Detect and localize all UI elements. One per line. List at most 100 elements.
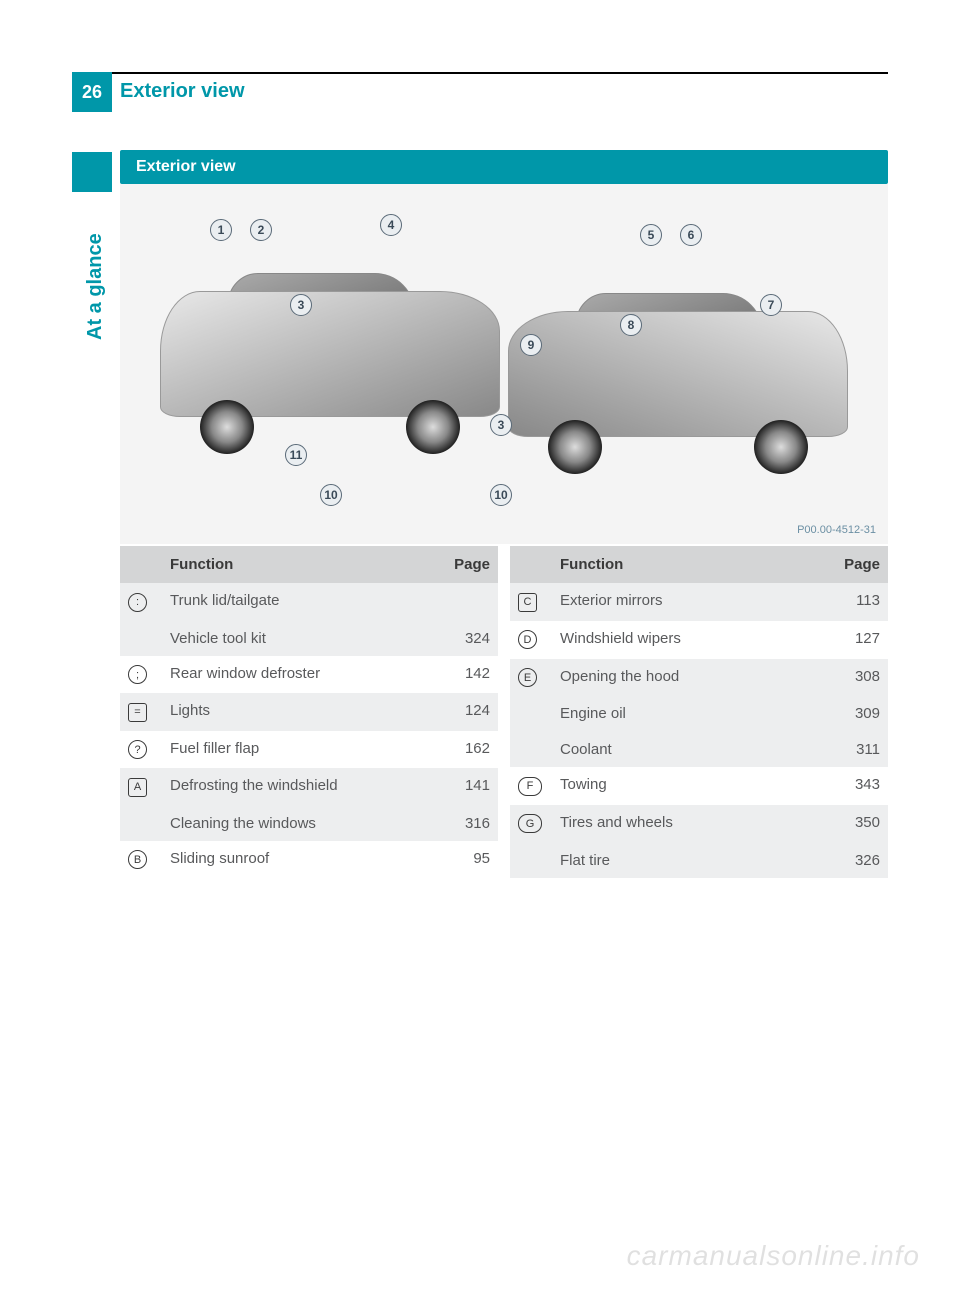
row-function: Rear window defroster bbox=[162, 656, 438, 694]
diagram-reference: P00.00-4512-31 bbox=[797, 524, 876, 536]
car-body-shape bbox=[160, 291, 500, 417]
row-page: 113 bbox=[828, 583, 888, 621]
row-page: 162 bbox=[438, 731, 498, 769]
row-function: Sliding sunroof bbox=[162, 841, 438, 879]
row-marker-cell: ; bbox=[120, 656, 162, 694]
row-marker: = bbox=[128, 703, 147, 722]
row-page: 343 bbox=[828, 767, 888, 805]
row-page: 127 bbox=[828, 621, 888, 659]
car-wheel-icon bbox=[200, 400, 254, 454]
callout-5: 5 bbox=[640, 224, 662, 246]
table-row: ?Fuel filler flap162 bbox=[120, 731, 498, 769]
row-marker-cell: A bbox=[120, 768, 162, 806]
row-page: 309 bbox=[828, 696, 888, 731]
row-page: 326 bbox=[828, 843, 888, 878]
row-function: Engine oil bbox=[552, 696, 828, 731]
row-function: Windshield wipers bbox=[552, 621, 828, 659]
row-marker-cell: E bbox=[510, 659, 552, 697]
row-marker: G bbox=[518, 814, 542, 833]
row-marker-cell: G bbox=[510, 805, 552, 843]
row-function: Trunk lid/tailgate bbox=[162, 583, 438, 621]
row-page: 316 bbox=[438, 806, 498, 841]
table-row: : Trunk lid/tailgate bbox=[120, 583, 498, 621]
function-table-left: Function Page : Trunk lid/tailgateVehicle… bbox=[120, 546, 498, 878]
table-header-blank bbox=[120, 546, 162, 583]
row-function: Coolant bbox=[552, 732, 828, 767]
car-wheel-icon bbox=[548, 420, 602, 474]
row-marker-cell: F bbox=[510, 767, 552, 805]
table-row: G Tires and wheels350 bbox=[510, 805, 888, 843]
table-row: Vehicle tool kit324 bbox=[120, 621, 498, 656]
function-tables: Function Page : Trunk lid/tailgateVehicle… bbox=[120, 546, 888, 878]
callout-6: 6 bbox=[680, 224, 702, 246]
table-row: Flat tire326 bbox=[510, 843, 888, 878]
section-heading-bar: Exterior view bbox=[120, 150, 888, 184]
row-marker-cell: ? bbox=[120, 731, 162, 769]
callout-2: 2 bbox=[250, 219, 272, 241]
callout-10: 10 bbox=[320, 484, 342, 506]
callout-3b: 3 bbox=[490, 414, 512, 436]
row-marker-cell bbox=[510, 696, 552, 731]
row-marker: F bbox=[518, 777, 542, 796]
watermark-text: carmanualsonline.info bbox=[627, 1240, 920, 1272]
row-marker: C bbox=[518, 593, 537, 612]
table-row: F Towing343 bbox=[510, 767, 888, 805]
row-marker: D bbox=[518, 630, 537, 649]
car-wheel-icon bbox=[406, 400, 460, 454]
row-page: 141 bbox=[438, 768, 498, 806]
row-marker: E bbox=[518, 668, 537, 687]
row-page: 350 bbox=[828, 805, 888, 843]
row-marker-cell: : bbox=[120, 583, 162, 621]
row-marker-cell: C bbox=[510, 583, 552, 621]
row-page: 308 bbox=[828, 659, 888, 697]
callout-10b: 10 bbox=[490, 484, 512, 506]
row-function: Lights bbox=[162, 693, 438, 731]
callout-11: 11 bbox=[285, 444, 307, 466]
row-function: Cleaning the windows bbox=[162, 806, 438, 841]
table-row: ADefrosting the windshield141 bbox=[120, 768, 498, 806]
callout-4: 4 bbox=[380, 214, 402, 236]
table-header-function: Function bbox=[162, 546, 438, 583]
callout-3: 3 bbox=[290, 294, 312, 316]
exterior-diagram: 1 2 3 4 5 6 7 8 9 10 11 3 10 P00.00-4512… bbox=[120, 184, 888, 544]
row-function: Opening the hood bbox=[552, 659, 828, 697]
row-page: 324 bbox=[438, 621, 498, 656]
page-number-box: 26 bbox=[72, 72, 112, 112]
row-page bbox=[438, 583, 498, 621]
header-rule bbox=[72, 72, 888, 74]
table-row: CExterior mirrors113 bbox=[510, 583, 888, 621]
row-page: 95 bbox=[438, 841, 498, 879]
row-page: 311 bbox=[828, 732, 888, 767]
row-function: Flat tire bbox=[552, 843, 828, 878]
content-area: Exterior view 1 2 3 4 5 6 7 8 9 10 11 3 … bbox=[120, 150, 888, 878]
table-row: = Lights124 bbox=[120, 693, 498, 731]
vehicle-sedan-illustration bbox=[508, 284, 848, 464]
car-wheel-icon bbox=[754, 420, 808, 474]
vehicle-wagon-illustration bbox=[160, 264, 500, 444]
table-row: E Opening the hood308 bbox=[510, 659, 888, 697]
row-function: Towing bbox=[552, 767, 828, 805]
table-header-blank bbox=[510, 546, 552, 583]
table-row: Engine oil309 bbox=[510, 696, 888, 731]
table-header-page: Page bbox=[438, 546, 498, 583]
row-marker: B bbox=[128, 850, 147, 869]
row-marker: A bbox=[128, 778, 147, 797]
row-marker-cell bbox=[510, 843, 552, 878]
car-body-shape bbox=[508, 311, 848, 437]
table-row: Coolant311 bbox=[510, 732, 888, 767]
row-function: Tires and wheels bbox=[552, 805, 828, 843]
row-marker-cell bbox=[120, 621, 162, 656]
side-tab bbox=[72, 152, 112, 192]
function-table-right: Function Page CExterior mirrors113DWinds… bbox=[510, 546, 888, 878]
table-row: ;Rear window defroster142 bbox=[120, 656, 498, 694]
row-marker-cell bbox=[120, 806, 162, 841]
row-marker: : bbox=[128, 593, 147, 612]
row-function: Vehicle tool kit bbox=[162, 621, 438, 656]
section-heading: Exterior view bbox=[136, 158, 236, 175]
callout-1: 1 bbox=[210, 219, 232, 241]
row-marker-cell: B bbox=[120, 841, 162, 879]
table-row: Cleaning the windows316 bbox=[120, 806, 498, 841]
callout-8: 8 bbox=[620, 314, 642, 336]
row-marker: ? bbox=[128, 740, 147, 759]
row-page: 124 bbox=[438, 693, 498, 731]
